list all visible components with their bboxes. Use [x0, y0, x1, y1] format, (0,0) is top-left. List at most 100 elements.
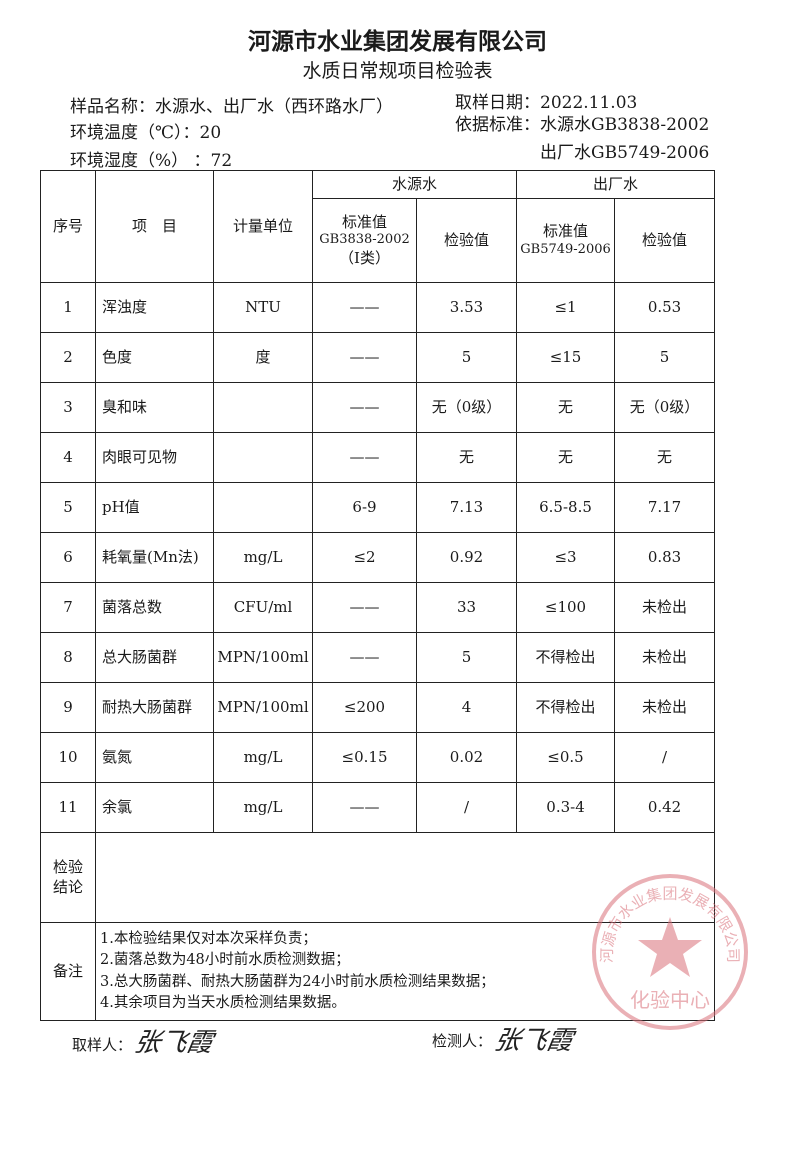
sample-date: 取样日期：2022.11.03	[455, 93, 638, 113]
table-row: 6 耗氧量(Mn法) mg/L ≤2 0.92 ≤3 0.83	[40, 532, 716, 583]
std-code: GB3838-2002	[319, 232, 410, 248]
notes-label: 备注	[40, 922, 96, 1021]
cell-src-val: 无（0级）	[415, 382, 518, 433]
cell-item: 色度	[95, 332, 214, 383]
cell-item: 总大肠菌群	[95, 632, 214, 683]
cell-unit	[213, 482, 313, 533]
cell-no: 8	[40, 632, 96, 683]
cell-src-val: 33	[415, 582, 518, 633]
cell-out-val: /	[614, 732, 716, 783]
header-unit: 计量单位	[213, 170, 313, 283]
cell-out-val: 无	[614, 432, 716, 483]
cell-unit: 度	[213, 332, 313, 383]
cell-unit: mg/L	[213, 782, 313, 833]
cell-item: 臭和味	[95, 382, 214, 433]
cell-unit: MPN/100ml	[213, 632, 313, 683]
table-row: 3 臭和味 —— 无（0级）无无（0级）	[40, 382, 716, 433]
cell-src-std: ——	[312, 432, 417, 483]
cell-src-std: ——	[312, 582, 417, 633]
cell-item: 耗氧量(Mn法)	[95, 532, 214, 583]
cell-src-std: ——	[312, 332, 417, 383]
header-outlet-standard: 标准值 GB5749-2006	[516, 198, 616, 283]
cell-out-std: ≤1	[516, 282, 616, 333]
cell-unit	[213, 382, 313, 433]
cell-out-std: 不得检出	[516, 632, 616, 683]
cell-src-val: 5	[415, 632, 518, 683]
cell-src-std: ≤200	[312, 682, 417, 733]
cell-no: 4	[40, 432, 96, 483]
cell-out-std: 无	[516, 382, 616, 433]
tester-signature: 张飞霞	[491, 1026, 576, 1056]
cell-src-std: ——	[312, 632, 417, 683]
sample-name: 样品名称：水源水、出厂水（西环路水厂）	[70, 97, 393, 117]
temperature: 环境温度（℃）：20	[70, 123, 222, 143]
cell-src-val: 0.02	[415, 732, 518, 783]
cell-no: 3	[40, 382, 96, 433]
cell-out-val: 0.83	[614, 532, 716, 583]
cell-no: 7	[40, 582, 96, 633]
cell-src-val: 0.92	[415, 532, 518, 583]
humidity: 环境湿度（%） ：72	[70, 151, 233, 171]
cell-unit: mg/L	[213, 732, 313, 783]
cell-out-val: 未检出	[614, 682, 716, 733]
cell-out-val: 无（0级）	[614, 382, 716, 433]
cell-out-val: 0.42	[614, 782, 716, 833]
table-row: 8 总大肠菌群 MPN/100ml —— 5 不得检出 未检出	[40, 632, 716, 683]
cell-no: 11	[40, 782, 96, 833]
cell-src-std: ≤2	[312, 532, 417, 583]
cell-src-val: 7.13	[415, 482, 518, 533]
note-item: 4.其余项目为当天水质检测结果数据。	[100, 994, 346, 1011]
conclusion-label-text: 检验结论	[53, 858, 84, 896]
cell-src-val: 5	[415, 332, 518, 383]
cell-src-std: ——	[312, 382, 417, 433]
cell-src-val: 无	[415, 432, 518, 483]
cell-unit: mg/L	[213, 532, 313, 583]
header-source-standard: 标准值 GB3838-2002 （Ⅰ类）	[312, 198, 417, 283]
table-row: 10 氨氮 mg/L ≤0.15 0.02 ≤0.5/	[40, 732, 716, 783]
inspection-table: 序号 项 目 计量单位 水源水 出厂水 标准值 GB3838-2002 （Ⅰ类）…	[40, 170, 716, 1021]
cell-src-std: ——	[312, 782, 417, 833]
header-outlet-value: 检验值	[614, 198, 716, 283]
header-source-water: 水源水	[311, 170, 518, 199]
cell-out-val: 未检出	[614, 582, 716, 633]
cell-item: pH值	[95, 482, 214, 533]
sampler-label: 取样人：	[72, 1036, 133, 1054]
cell-out-std: ≤0.5	[516, 732, 616, 783]
cell-src-std: ——	[312, 282, 417, 333]
company-name: 河源市水业集团发展有限公司	[248, 29, 547, 55]
conclusion-label: 检验结论	[40, 832, 96, 923]
sampler-signature: 张飞霞	[131, 1028, 216, 1058]
header-source-value: 检验值	[415, 198, 518, 283]
cell-src-val: 3.53	[415, 282, 518, 333]
note-item: 3.总大肠菌群、耐热大肠菌群为24小时前水质检测结果数据；	[100, 973, 495, 990]
cell-no: 1	[40, 282, 96, 333]
cell-unit: CFU/ml	[213, 582, 313, 633]
cell-no: 5	[40, 482, 96, 533]
cell-out-std: 6.5-8.5	[516, 482, 616, 533]
std-label: 标准值	[543, 222, 589, 241]
cell-unit: NTU	[213, 282, 313, 333]
cell-out-std: 0.3-4	[516, 782, 616, 833]
cell-out-val: 0.53	[614, 282, 716, 333]
tester-label: 检测人：	[432, 1032, 493, 1050]
std-label: 标准值	[341, 212, 387, 231]
table-row: 7 菌落总数 CFU/ml —— 33 ≤100 未检出	[40, 582, 716, 633]
cell-out-std: ≤100	[516, 582, 616, 633]
table-row: 9 耐热大肠菌群 MPN/100ml ≤200 4 不得检出 未检出	[40, 682, 716, 733]
header-item: 项 目	[95, 170, 214, 283]
cell-item: 菌落总数	[95, 582, 214, 633]
cell-out-val: 5	[614, 332, 716, 383]
cell-item: 余氯	[95, 782, 214, 833]
cell-out-std: 无	[516, 432, 616, 483]
table-row: 4 肉眼可见物 —— 无无无	[40, 432, 716, 483]
header-no: 序号	[40, 170, 96, 283]
cell-item: 浑浊度	[95, 282, 214, 333]
table-row: 5 pH值 6-9 7.13 6.5-8.5 7.17	[40, 482, 716, 533]
cell-src-std: 6-9	[312, 482, 417, 533]
table-row: 1 浑浊度 NTU —— 3.53 ≤1 0.53	[40, 282, 716, 333]
standard-outlet: 出厂水GB5749-2006	[540, 143, 710, 163]
cell-no: 9	[40, 682, 96, 733]
cell-no: 6	[40, 532, 96, 583]
table-row: 2 色度度 —— 5 ≤15 5	[40, 332, 716, 383]
table-row: 11 余氯 mg/L ——/0.3-4 0.42	[40, 782, 716, 833]
